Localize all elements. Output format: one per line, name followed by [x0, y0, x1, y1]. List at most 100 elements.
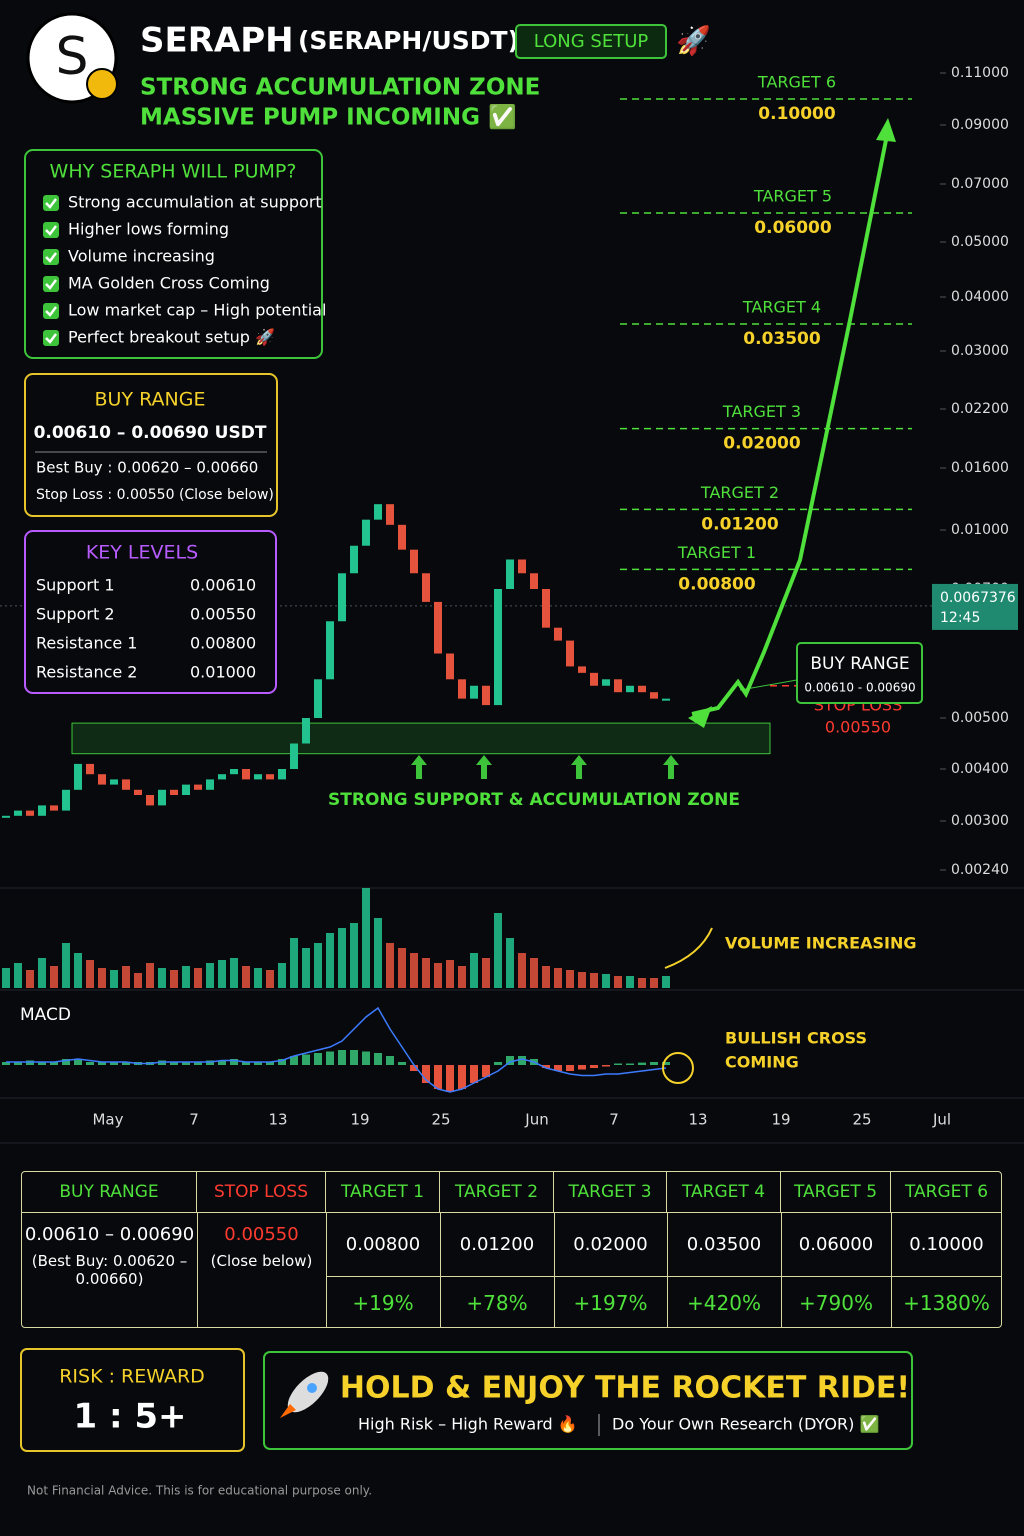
y-tick-label: 0.04000	[951, 289, 1009, 305]
candle	[602, 679, 610, 686]
candle	[338, 573, 346, 622]
volume-bar	[386, 943, 394, 988]
volume-bar	[242, 966, 250, 988]
x-tick-label: Jul	[932, 1111, 951, 1129]
candle	[314, 679, 322, 718]
volume-bar	[542, 966, 550, 988]
level-value: 0.00550	[190, 605, 256, 624]
volume-bar	[230, 958, 238, 988]
y-tick-label: 0.01600	[951, 460, 1009, 476]
x-tick-label: 13	[688, 1111, 707, 1129]
macd-histogram-bar	[482, 1065, 490, 1077]
macd-histogram-bar	[50, 1062, 58, 1065]
y-tick-label: 0.02200	[951, 401, 1009, 417]
volume-bar	[134, 973, 142, 988]
macd-histogram-bar	[218, 1060, 226, 1065]
candle	[374, 504, 382, 520]
table-cell: TARGET 3	[554, 1172, 667, 1213]
candle	[650, 692, 658, 699]
key-levels-box	[24, 530, 277, 694]
volume-bar	[638, 978, 646, 988]
target-value: 0.03500	[743, 329, 821, 349]
volume-bar	[110, 970, 118, 988]
table-cell: TARGET 6	[891, 1172, 1002, 1213]
volume-bar	[302, 948, 310, 988]
volume-bar	[338, 928, 346, 988]
candle	[350, 545, 358, 574]
stop-loss-note: Stop Loss : 0.00550 (Close below)	[36, 487, 274, 503]
candle	[638, 685, 646, 693]
volume-bar	[206, 963, 214, 988]
table-cell: +78%	[440, 1276, 554, 1328]
table-cell: +1380%	[891, 1276, 1002, 1328]
check-mark	[45, 252, 57, 263]
candle	[266, 774, 274, 780]
support-arrow	[476, 755, 492, 779]
macd-histogram-bar	[650, 1062, 658, 1065]
y-tick-label: 0.03000	[951, 343, 1009, 359]
header-icon: 🚀	[676, 24, 711, 57]
table-cell: 0.03500	[686, 1234, 762, 1255]
macd-histogram-bar	[458, 1065, 466, 1089]
check-mark	[45, 333, 57, 344]
badge-text: LONG SETUP	[534, 31, 649, 52]
table-divider	[554, 1213, 555, 1328]
banner-left: High Risk – High Reward 🔥	[358, 1415, 578, 1434]
table-cell: +197%	[554, 1276, 667, 1328]
macd-histogram-bar	[74, 1059, 82, 1065]
macd-histogram-bar	[110, 1062, 118, 1065]
macd-histogram-bar	[494, 1062, 502, 1065]
candle	[194, 784, 202, 790]
macd-histogram-bar	[38, 1062, 46, 1065]
macd-histogram-bar	[254, 1062, 262, 1065]
macd-line	[6, 1006, 667, 1093]
table-divider	[197, 1213, 198, 1328]
candle	[434, 601, 442, 654]
table-cell: BUY RANGE	[22, 1172, 197, 1213]
candle	[566, 640, 574, 667]
volume-bar	[602, 974, 610, 988]
macd-histogram-bar	[266, 1062, 274, 1065]
headline: STRONG ACCUMULATION ZONE	[140, 75, 540, 101]
table-cell: 0.06000	[798, 1234, 874, 1255]
table-cell: 0.02000	[573, 1234, 648, 1255]
y-tick-label: 0.00500	[951, 710, 1009, 726]
risk-value: 1 : 5+	[73, 1397, 186, 1437]
pair: (SERAPH/USDT)	[298, 26, 519, 55]
target-name: TARGET 6	[757, 73, 836, 92]
candle	[554, 627, 562, 641]
volume-bar	[614, 976, 622, 988]
banner-title: HOLD & ENJOY THE ROCKET RIDE!	[340, 1371, 910, 1406]
level-value: 0.00610	[190, 576, 256, 595]
arrow-head	[688, 706, 712, 728]
target-value: 0.06000	[754, 218, 832, 238]
candle	[470, 685, 478, 699]
macd-histogram-bar	[230, 1059, 238, 1065]
level-name: Resistance 2	[36, 663, 137, 682]
macd-title: MACD	[20, 1005, 71, 1025]
candle	[482, 685, 490, 706]
x-tick-label: 7	[189, 1111, 199, 1129]
volume-bar	[14, 963, 22, 988]
table-divider	[667, 1213, 668, 1328]
logo-text: S	[55, 27, 88, 87]
macd-histogram-bar	[350, 1050, 358, 1065]
macd-histogram-bar	[662, 1062, 670, 1065]
table-divider	[440, 1213, 441, 1328]
x-tick-label: 25	[431, 1111, 450, 1129]
volume-bar	[26, 970, 34, 988]
macd-histogram-bar	[386, 1056, 394, 1065]
x-tick-label: May	[92, 1111, 123, 1129]
macd-histogram-bar	[470, 1065, 478, 1083]
candle	[446, 653, 454, 680]
check-icon	[43, 330, 59, 346]
macd-histogram-bar	[614, 1063, 622, 1065]
table-cell: 0.01200	[459, 1234, 535, 1255]
candle	[422, 573, 430, 602]
candle	[326, 621, 334, 680]
volume-bar	[374, 918, 382, 988]
macd-histogram-bar	[374, 1053, 382, 1065]
volume-bar	[278, 963, 286, 988]
current-price-box	[932, 583, 1018, 630]
candle	[134, 789, 142, 795]
